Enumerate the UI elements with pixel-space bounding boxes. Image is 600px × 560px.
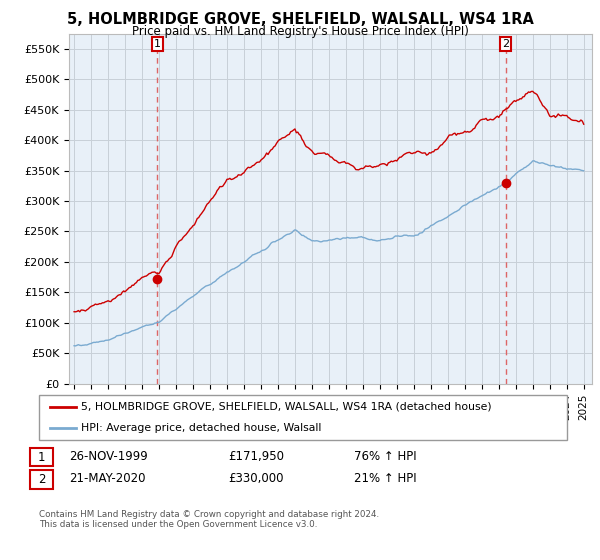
Text: 2: 2 [502, 39, 509, 49]
Text: 76% ↑ HPI: 76% ↑ HPI [354, 450, 416, 463]
Text: 1: 1 [38, 451, 45, 464]
FancyBboxPatch shape [39, 395, 567, 440]
Text: 2: 2 [38, 473, 45, 486]
Text: Contains HM Land Registry data © Crown copyright and database right 2024.
This d: Contains HM Land Registry data © Crown c… [39, 510, 379, 529]
Text: HPI: Average price, detached house, Walsall: HPI: Average price, detached house, Wals… [81, 422, 322, 432]
Text: Price paid vs. HM Land Registry's House Price Index (HPI): Price paid vs. HM Land Registry's House … [131, 25, 469, 38]
FancyBboxPatch shape [30, 470, 53, 489]
Text: 26-NOV-1999: 26-NOV-1999 [69, 450, 148, 463]
Text: £171,950: £171,950 [228, 450, 284, 463]
Text: 21% ↑ HPI: 21% ↑ HPI [354, 472, 416, 486]
Text: 1: 1 [154, 39, 161, 49]
Text: 5, HOLMBRIDGE GROVE, SHELFIELD, WALSALL, WS4 1RA: 5, HOLMBRIDGE GROVE, SHELFIELD, WALSALL,… [67, 12, 533, 27]
Text: £330,000: £330,000 [228, 472, 284, 486]
Text: 21-MAY-2020: 21-MAY-2020 [69, 472, 146, 486]
Text: 5, HOLMBRIDGE GROVE, SHELFIELD, WALSALL, WS4 1RA (detached house): 5, HOLMBRIDGE GROVE, SHELFIELD, WALSALL,… [81, 402, 492, 412]
FancyBboxPatch shape [30, 448, 53, 466]
